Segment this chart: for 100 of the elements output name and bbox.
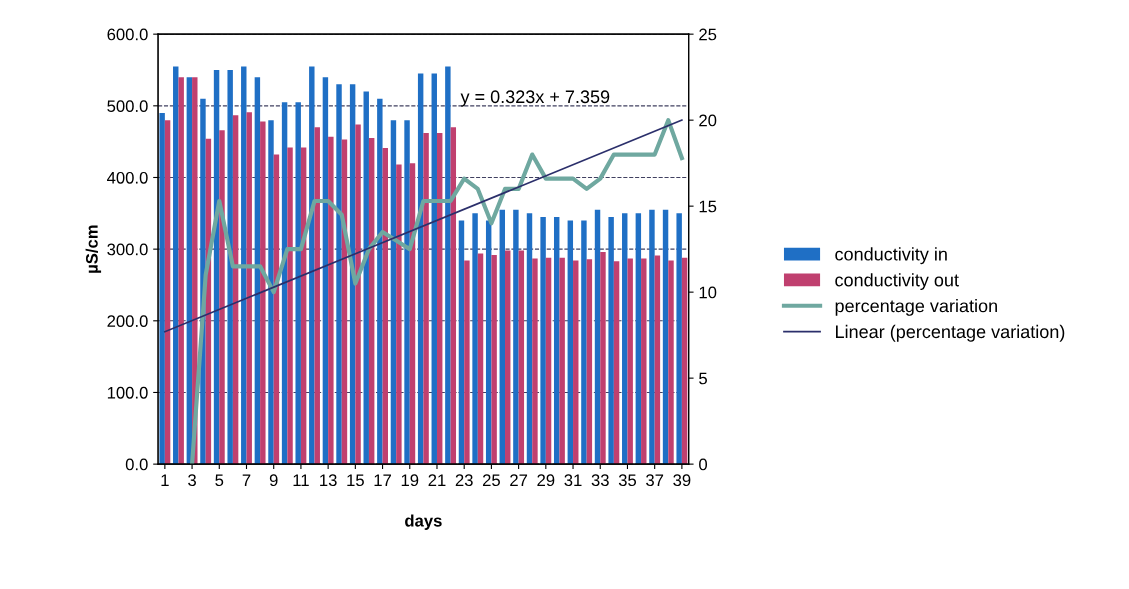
bar (173, 66, 179, 465)
bar (477, 253, 484, 465)
y-tick-label: 500.0 (107, 100, 148, 113)
y2-tick-label: 0 (699, 458, 708, 471)
bar (268, 120, 274, 465)
x-tick-label: 31 (564, 474, 582, 487)
x-tick-label: 35 (618, 474, 637, 487)
x-tick-label: 3 (188, 474, 196, 487)
bar (336, 84, 342, 465)
bar (573, 260, 579, 465)
x-tick-label: 37 (646, 474, 664, 487)
bar (445, 66, 451, 465)
bar (164, 120, 171, 465)
bar (314, 127, 320, 465)
bar (676, 213, 682, 465)
bar (431, 73, 437, 465)
bar (559, 257, 565, 465)
bar (254, 77, 261, 465)
y2-tick-label: 5 (699, 372, 707, 385)
bar (622, 213, 628, 465)
bar (681, 257, 688, 465)
bar (567, 220, 574, 465)
x-tick-label: 11 (293, 474, 309, 486)
bar (260, 121, 266, 465)
bar (668, 260, 674, 465)
bar (662, 209, 669, 465)
x-tick-label: 39 (673, 474, 691, 487)
bar (649, 209, 655, 465)
x-tick-label: 5 (215, 474, 224, 487)
bar (436, 133, 443, 465)
bar (654, 255, 661, 465)
x-tick-label: 29 (537, 474, 555, 487)
bar (404, 120, 410, 465)
bar (464, 260, 470, 465)
bar (382, 148, 388, 465)
y2-tick-label: 25 (699, 28, 717, 41)
bar (287, 147, 293, 465)
bar (600, 252, 606, 465)
legend-label: conductivity in (835, 247, 947, 265)
bar (608, 216, 614, 465)
y2-tick-label: 20 (699, 114, 717, 127)
bar (627, 258, 633, 465)
bar (227, 69, 233, 465)
x-tick-label: 23 (455, 474, 473, 487)
legend-label: percentage variation (835, 299, 997, 316)
x-tick-label: 7 (242, 474, 251, 486)
y-tick-label: 400.0 (107, 171, 148, 184)
x-tick-label: 27 (510, 474, 528, 486)
x-tick-label: 1 (161, 474, 169, 486)
bar (232, 115, 239, 465)
bar (309, 66, 315, 465)
bar (178, 77, 184, 465)
bar (355, 124, 361, 465)
bar (594, 209, 601, 465)
bar (246, 112, 252, 465)
bar (485, 220, 492, 465)
x-tick-label: 9 (269, 474, 278, 487)
bar (641, 258, 647, 465)
x-tick-label: 25 (482, 474, 500, 487)
bar (491, 254, 497, 465)
bar (472, 213, 478, 465)
x-axis-title: days (405, 514, 442, 530)
bar (586, 259, 593, 465)
bar (377, 98, 383, 465)
y-tick-label: 0.0 (125, 458, 148, 471)
bar (390, 120, 397, 465)
bar (518, 250, 525, 465)
bar (219, 130, 225, 465)
bar (186, 77, 193, 465)
legend-label: Linear (percentage variation) (836, 324, 1065, 342)
bar (368, 138, 375, 465)
bar (505, 250, 511, 465)
bar (532, 258, 538, 465)
bar (540, 216, 546, 465)
bar (328, 136, 334, 465)
bar (159, 112, 165, 465)
bar (613, 261, 620, 465)
y2-tick-label: 15 (699, 200, 717, 213)
y-tick-label: 100.0 (107, 386, 148, 399)
bar (545, 257, 552, 465)
line-series (189, 118, 684, 465)
bar (581, 220, 587, 465)
x-tick-label: 13 (320, 474, 337, 487)
bar (241, 66, 247, 465)
bar (295, 102, 301, 465)
annotation: y = 0.323x + 7.359 (460, 90, 610, 107)
bar (635, 213, 642, 465)
x-tick-label: 21 (428, 474, 446, 486)
bar (396, 164, 402, 465)
y-tick-label: 600.0 (107, 28, 148, 41)
y-axis-title: µS/cm (85, 225, 102, 273)
x-tick-label: 19 (401, 474, 419, 487)
y-tick-label: 300.0 (107, 243, 148, 256)
bar (322, 77, 329, 465)
bar (423, 133, 429, 465)
bar (499, 209, 506, 465)
x-tick-label: 33 (591, 474, 609, 487)
bar (553, 216, 560, 465)
x-tick-label: 17 (374, 474, 391, 486)
bar (513, 209, 519, 465)
